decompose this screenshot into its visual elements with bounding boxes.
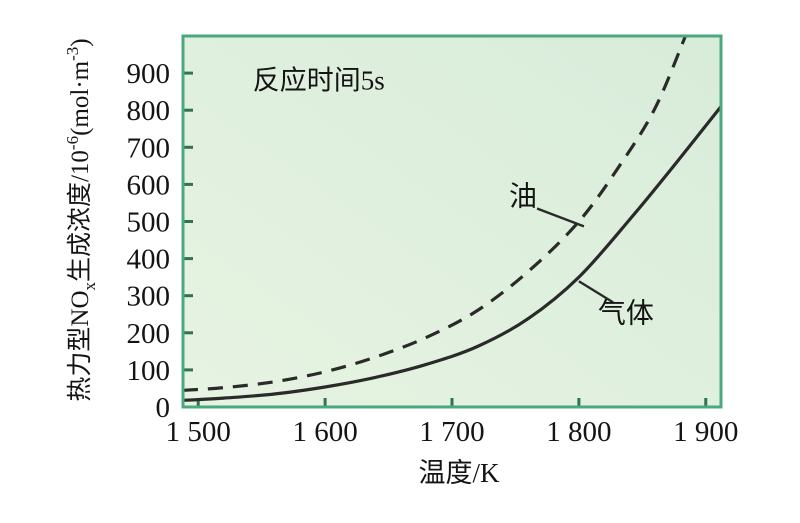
subscript: x (80, 282, 99, 291)
plot-area (183, 36, 721, 407)
curve-oil (183, 36, 687, 392)
superscript: -6 (63, 136, 82, 150)
y-tick-label: 0 (156, 392, 171, 424)
series-label-gas: 气体 (598, 297, 654, 329)
leader-lines (536, 207, 614, 304)
y-tick-label: 400 (127, 244, 171, 276)
x-tick-label: 1 500 (166, 416, 231, 448)
y-tick-label: 900 (127, 58, 171, 90)
plot-border (181, 34, 723, 409)
y-tick-label: 700 (127, 132, 171, 164)
y-tick-label: 100 (127, 355, 171, 387)
leader-line-oil (536, 207, 585, 228)
annotation-reaction-time: 反应时间5s (253, 66, 385, 96)
leader-line-gas (578, 280, 614, 304)
y-tick-label: 600 (127, 169, 171, 201)
y-tick-label: 200 (127, 318, 171, 350)
y-tick-label: 300 (127, 281, 171, 313)
curves (183, 36, 721, 402)
x-tick-label: 1 900 (673, 416, 738, 448)
x-tick-label: 1 700 (419, 416, 484, 448)
axis-tick-labels: 0 100 200 300 400 500 600 700 800 900 1 500 1 600 1 … (127, 58, 739, 448)
series-label-oil: 油 (509, 181, 537, 213)
y-tick-label: 800 (127, 95, 171, 127)
superscript: -3 (63, 47, 82, 61)
x-axis-title: 温度/K (419, 458, 501, 488)
curve-gas (183, 105, 721, 402)
y-axis-title: 热力型NOx​生成浓度/10-6​(mol·m-3​) (63, 38, 99, 401)
x-tick-label: 1 800 (546, 416, 611, 448)
y-tick-label: 500 (127, 207, 171, 239)
x-tick-label: 1 600 (292, 416, 357, 448)
